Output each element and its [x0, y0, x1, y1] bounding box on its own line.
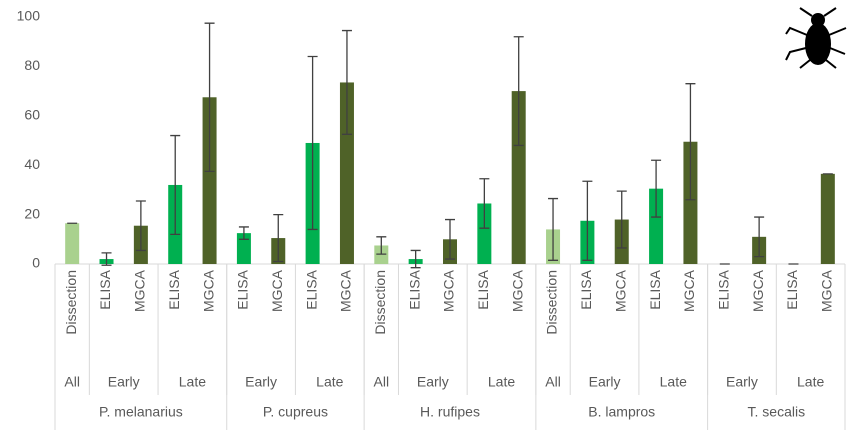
x-tick-label: ELISA [97, 269, 113, 309]
y-tick-label: 100 [17, 8, 41, 24]
x-tick-label: ELISA [578, 269, 594, 309]
x-tick-label: ELISA [784, 269, 800, 309]
species-label: H. rufipes [420, 404, 480, 420]
x-tick-label: MGCA [509, 269, 525, 312]
period-label: Late [179, 374, 206, 390]
x-tick-label: MGCA [269, 269, 285, 312]
period-label: Early [108, 374, 140, 390]
x-tick-label: ELISA [406, 269, 422, 309]
period-label: All [64, 374, 80, 390]
x-tick-label: MGCA [612, 269, 628, 312]
y-tick-label: 80 [24, 57, 40, 73]
species-label: T. secalis [748, 404, 806, 420]
x-tick-label: ELISA [166, 269, 182, 309]
bar [65, 223, 79, 264]
x-tick-label: Dissection [372, 270, 388, 335]
x-tick-label: ELISA [715, 269, 731, 309]
chart: 0 20 40 60 80 100 Dissection ELISA MGCA ELISA MGCA… [0, 0, 849, 430]
x-tick-label: MGCA [681, 269, 697, 312]
period-label: Early [417, 374, 449, 390]
period-label: Late [316, 374, 343, 390]
x-tick-label: MGCA [200, 269, 216, 312]
species-label: P. melanarius [99, 404, 183, 420]
x-tick-label: MGCA [441, 269, 457, 312]
period-label: All [374, 374, 390, 390]
period-label: Early [726, 374, 758, 390]
x-tick-label: MGCA [132, 269, 148, 312]
y-tick-label: 0 [32, 255, 40, 271]
species-label: B. lampros [588, 404, 655, 420]
period-label: Early [589, 374, 621, 390]
period-label: Late [797, 374, 824, 390]
y-tick-label: 20 [24, 205, 40, 221]
x-tick-label: ELISA [475, 269, 491, 309]
y-tick-label: 40 [24, 156, 40, 172]
x-tick-label: MGCA [750, 269, 766, 312]
x-tick-label: Dissection [544, 270, 560, 335]
period-label: All [545, 374, 561, 390]
period-label: Early [245, 374, 277, 390]
beetle-icon [786, 8, 846, 68]
species-label: P. cupreus [263, 404, 328, 420]
period-label: Late [488, 374, 515, 390]
x-tick-label: ELISA [303, 269, 319, 309]
x-tick-label: MGCA [338, 269, 354, 312]
x-tick-label: MGCA [819, 269, 835, 312]
bar [821, 174, 835, 264]
x-tick-label: ELISA [235, 269, 251, 309]
period-label: Late [660, 374, 687, 390]
x-tick-label: ELISA [647, 269, 663, 309]
x-tick-label: Dissection [63, 270, 79, 335]
y-tick-label: 60 [24, 107, 40, 123]
